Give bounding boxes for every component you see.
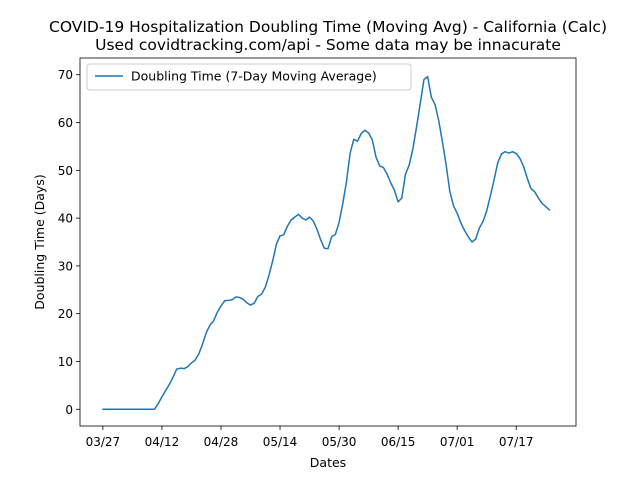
x-tick-label: 04/28 [204,435,239,449]
x-tick-label: 07/01 [440,435,475,449]
legend-label: Doubling Time (7-Day Moving Average) [131,69,377,84]
y-tick-label: 40 [58,212,73,226]
y-axis-label: Doubling Time (Days) [32,174,47,309]
x-tick-label: 03/27 [86,435,121,449]
y-tick-label: 0 [65,403,73,417]
chart-title: COVID-19 Hospitalization Doubling Time (… [49,18,607,36]
y-tick-label: 70 [58,68,73,82]
x-axis-label: Dates [310,455,346,470]
x-tick-label: 06/15 [381,435,416,449]
x-tick-label: 05/14 [263,435,298,449]
x-tick-label: 05/30 [322,435,357,449]
legend-box [86,63,412,91]
y-tick-label: 20 [58,307,73,321]
y-tick-label: 60 [58,116,73,130]
y-tick-label: 10 [58,355,73,369]
y-tick-label: 30 [58,259,73,273]
x-tick-label: 07/17 [499,435,534,449]
y-tick-label: 50 [58,164,73,178]
plot-frame [79,57,577,427]
legend: Doubling Time (7-Day Moving Average) [86,63,412,91]
chart-subtitle: Used covidtracking.com/api - Some data m… [95,36,561,54]
series-line [102,75,551,411]
x-tick-label: 04/12 [145,435,180,449]
y-axis: 0 10 20 30 40 50 60 70 [58,68,80,417]
x-axis: 03/27 04/12 04/28 05/14 05/30 06/15 07/01 07/17 [86,426,534,449]
